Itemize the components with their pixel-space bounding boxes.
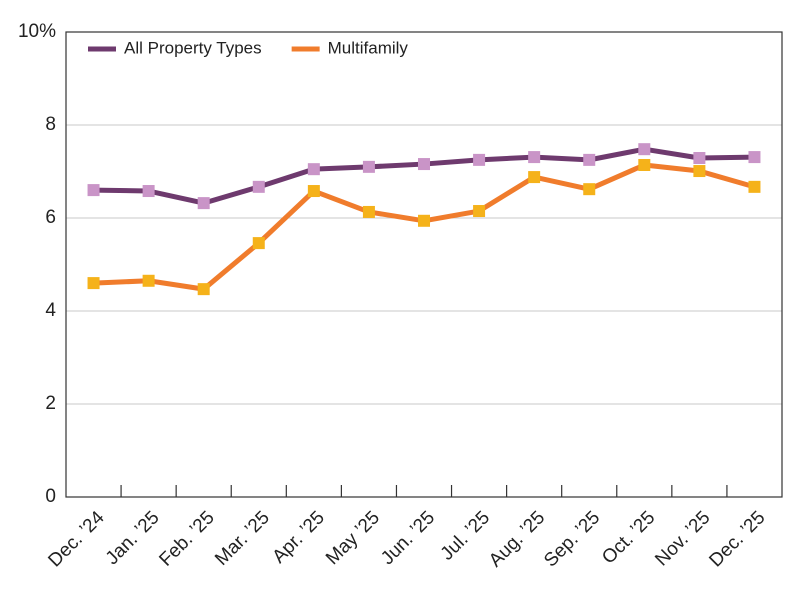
x-tick-label: Feb. ’25 [155,507,218,570]
y-tick-label: 10% [18,21,56,42]
marker [528,171,541,184]
y-tick-label: 4 [45,300,56,321]
marker [307,185,320,198]
y-tick-label: 2 [45,393,56,414]
marker [142,185,155,198]
marker [638,158,651,171]
marker [252,237,265,250]
x-tick-label: Mar. ’25 [211,507,274,570]
marker [418,158,430,171]
x-tick-label: Dec. ’24 [44,507,108,571]
x-tick-label: Nov. ’25 [651,507,714,570]
x-tick-label: May ’25 [322,507,384,569]
marker [748,151,761,164]
marker [473,153,486,166]
legend-label: Multifamily [328,38,409,57]
marker [307,163,320,176]
x-tick-label: Jun. ’25 [377,507,439,569]
x-tick-label: Dec. ’25 [705,507,769,571]
legend-label: All Property Types [124,38,262,57]
y-tick-label: 6 [45,207,56,228]
marker [748,180,761,193]
marker [252,180,265,193]
marker [528,151,541,164]
x-tick-label: Sep. ’25 [540,507,604,571]
y-tick-label: 0 [45,486,56,507]
marker [418,214,430,227]
marker [693,165,706,178]
plot-border [65,31,783,498]
x-tick-label: Apr. ’25 [269,507,329,567]
y-tick-label: 8 [45,114,56,135]
series-line [93,162,756,292]
marker [197,197,210,210]
marker [87,277,100,290]
marker [693,152,706,165]
marker [197,283,210,296]
x-tick-label: Aug. ’25 [485,507,549,571]
series-line [93,146,755,206]
marker [473,205,486,218]
x-tick-label: Oct. ’25 [598,507,659,568]
marker [583,183,596,196]
marker [362,205,375,218]
marker [87,184,100,197]
marker [362,160,375,173]
marker [583,153,596,166]
x-tick-label: Jan. ’25 [102,507,164,569]
marker [638,143,651,156]
marker [142,274,155,287]
